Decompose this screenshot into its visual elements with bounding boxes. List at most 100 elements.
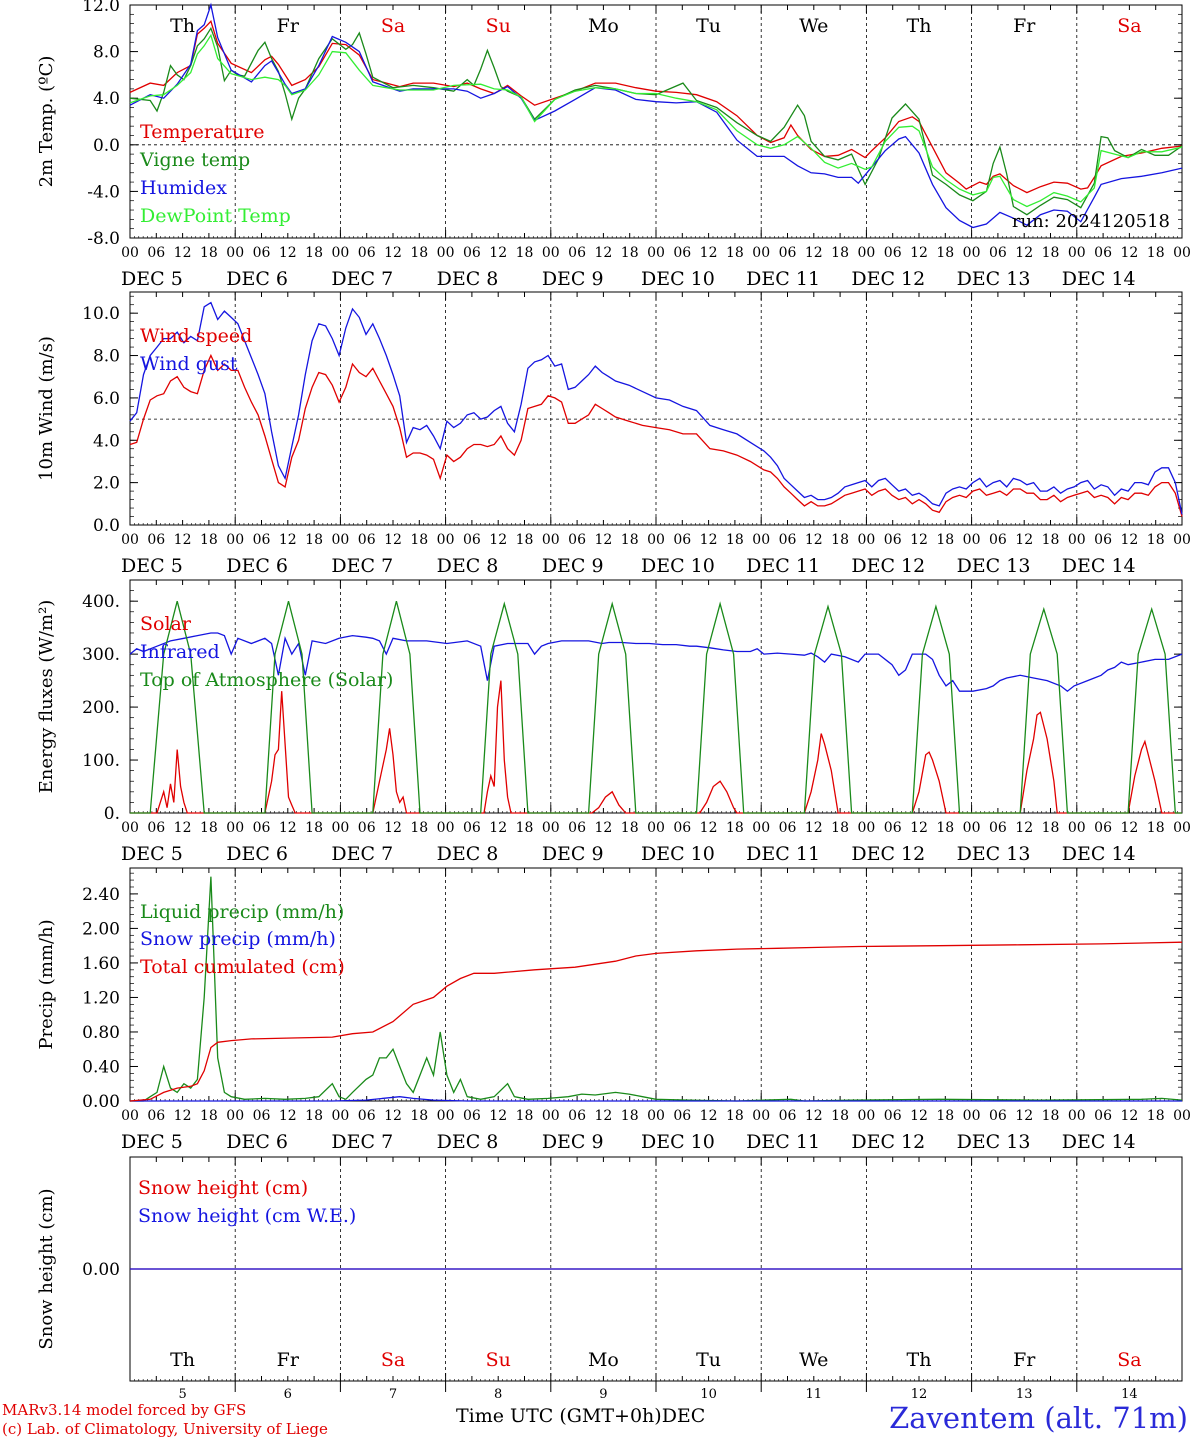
hour-tick-label: 00 bbox=[437, 532, 455, 548]
day-label: DEC 5 bbox=[121, 555, 183, 577]
weekday-label-top: Sa bbox=[381, 15, 405, 37]
hour-tick-label: 18 bbox=[936, 245, 954, 261]
panel-3: 400. 300. 200. 100. 0. Energy fluxes (W/m²) So… bbox=[36, 579, 1191, 865]
hour-tick-label: 18 bbox=[200, 532, 218, 548]
day-number: 13 bbox=[1016, 1387, 1033, 1402]
hour-tick-label: 00 bbox=[647, 532, 665, 548]
hour-tick-label: 06 bbox=[884, 532, 902, 548]
day-label: DEC 7 bbox=[331, 1131, 393, 1153]
y-tick-label: 0.00 bbox=[82, 1260, 120, 1280]
hour-tick-label: 18 bbox=[1042, 1108, 1060, 1124]
hour-tick-label: 06 bbox=[779, 245, 797, 261]
hour-tick-label: 18 bbox=[621, 245, 639, 261]
y-tick-label: 200. bbox=[82, 698, 120, 718]
legend-entry: Vigne temp bbox=[139, 149, 250, 171]
hour-tick-label: 00 bbox=[647, 820, 665, 836]
hour-tick-label: 18 bbox=[726, 820, 744, 836]
day-label: DEC 10 bbox=[641, 555, 715, 577]
panel-2: 10.0 8.0 6.0 4.0 2.0 0.0 10m Wind (m/s) Wind sp… bbox=[36, 291, 1191, 577]
day-label: DEC 7 bbox=[331, 843, 393, 865]
day-number: 6 bbox=[284, 1387, 292, 1402]
hour-tick-label: 06 bbox=[463, 1108, 481, 1124]
panel-5: 0.00 Snow height (cm) Snow height (cm) Snow… bbox=[36, 1156, 1183, 1382]
day-label: DEC 9 bbox=[542, 268, 604, 290]
series-line bbox=[129, 20, 1183, 194]
hour-tick-label: 06 bbox=[673, 532, 691, 548]
hour-tick-label: 18 bbox=[936, 532, 954, 548]
day-label: DEC 8 bbox=[437, 1131, 499, 1153]
series-line bbox=[129, 26, 1183, 216]
hour-tick-label: 06 bbox=[884, 820, 902, 836]
hour-tick-label: 12 bbox=[910, 245, 928, 261]
hour-tick-label: 00 bbox=[121, 532, 139, 548]
hour-tick-label: 00 bbox=[121, 820, 139, 836]
hour-tick-label: 00 bbox=[1068, 820, 1086, 836]
series-line bbox=[129, 632, 1183, 693]
weekday-label-top: Th bbox=[907, 15, 932, 37]
weekday-label-bottom: We bbox=[799, 1349, 828, 1371]
hour-tick-label: 00 bbox=[121, 1108, 139, 1124]
hour-tick-label: 06 bbox=[463, 820, 481, 836]
hour-tick-label: 00 bbox=[857, 532, 875, 548]
day-label: DEC 13 bbox=[957, 843, 1031, 865]
hour-tick-label: 00 bbox=[226, 1108, 244, 1124]
hour-tick-label: 12 bbox=[174, 532, 192, 548]
time-axis-label: Time UTC (GMT+0h)DEC bbox=[456, 1405, 705, 1427]
hour-tick-label: 18 bbox=[621, 820, 639, 836]
hour-tick-label: 00 bbox=[542, 820, 560, 836]
panel-4: 2.40 2.00 1.60 1.20 0.80 0.40 0.00 Precip (mm/h… bbox=[36, 867, 1191, 1153]
hour-tick-label: 06 bbox=[989, 245, 1007, 261]
hour-tick-label: 06 bbox=[358, 1108, 376, 1124]
hour-tick-label: 12 bbox=[700, 245, 718, 261]
weekday-label-bottom: Th bbox=[170, 1349, 195, 1371]
hour-tick-label: 06 bbox=[253, 820, 271, 836]
day-label: DEC 10 bbox=[641, 268, 715, 290]
hour-tick-label: 12 bbox=[1120, 820, 1138, 836]
hour-tick-label: 18 bbox=[1147, 245, 1165, 261]
hour-tick-label: 00 bbox=[857, 245, 875, 261]
day-label: DEC 6 bbox=[226, 555, 288, 577]
hour-tick-label: 06 bbox=[673, 820, 691, 836]
y-axis-label: 10m Wind (m/s) bbox=[36, 336, 57, 481]
weekday-label-top: Fr bbox=[277, 15, 300, 37]
y-axis-label: 2m Temp. (ºC) bbox=[36, 56, 57, 188]
panel-1: 12.0 8.0 4.0 0.0 -4.0 -8.0 2m Temp. (ºC) Temper… bbox=[36, 0, 1191, 290]
day-label: DEC 5 bbox=[121, 843, 183, 865]
hour-tick-label: 06 bbox=[989, 532, 1007, 548]
y-tick-label: 2.0 bbox=[93, 474, 120, 494]
weekday-label-bottom: Fr bbox=[1013, 1349, 1036, 1371]
day-label: DEC 6 bbox=[226, 843, 288, 865]
hour-tick-label: 06 bbox=[253, 1108, 271, 1124]
hour-tick-label: 06 bbox=[779, 820, 797, 836]
legend-entry: Wind speed bbox=[140, 325, 252, 347]
hour-tick-label: 00 bbox=[226, 245, 244, 261]
hour-tick-label: 06 bbox=[1094, 245, 1112, 261]
hour-tick-label: 00 bbox=[752, 820, 770, 836]
hour-tick-label: 12 bbox=[279, 245, 297, 261]
hour-tick-label: 00 bbox=[331, 1108, 349, 1124]
hour-tick-label: 12 bbox=[174, 820, 192, 836]
hour-tick-label: 12 bbox=[594, 1108, 612, 1124]
series-line bbox=[129, 33, 1183, 208]
hour-tick-label: 18 bbox=[831, 820, 849, 836]
hour-tick-label: 06 bbox=[358, 245, 376, 261]
hour-tick-label: 12 bbox=[489, 532, 507, 548]
day-label: DEC 14 bbox=[1062, 1131, 1136, 1153]
day-label: DEC 10 bbox=[641, 1131, 715, 1153]
hour-tick-label: 12 bbox=[489, 820, 507, 836]
day-label: DEC 12 bbox=[851, 843, 925, 865]
hour-tick-label: 00 bbox=[226, 532, 244, 548]
y-axis-label: Energy fluxes (W/m²) bbox=[36, 600, 57, 794]
hour-tick-label: 00 bbox=[857, 1108, 875, 1124]
legend-entry: Humidex bbox=[140, 177, 227, 199]
legend-entry: Infrared bbox=[140, 641, 220, 663]
hour-tick-label: 00 bbox=[752, 1108, 770, 1124]
day-number: 11 bbox=[806, 1387, 823, 1402]
hour-tick-label: 00 bbox=[1068, 1108, 1086, 1124]
legend-entry: Wind gust bbox=[140, 353, 238, 375]
day-label: DEC 11 bbox=[746, 1131, 820, 1153]
hour-tick-label: 06 bbox=[253, 532, 271, 548]
y-tick-label: 1.60 bbox=[82, 954, 120, 974]
hour-tick-label: 00 bbox=[752, 532, 770, 548]
hour-tick-label: 06 bbox=[568, 820, 586, 836]
